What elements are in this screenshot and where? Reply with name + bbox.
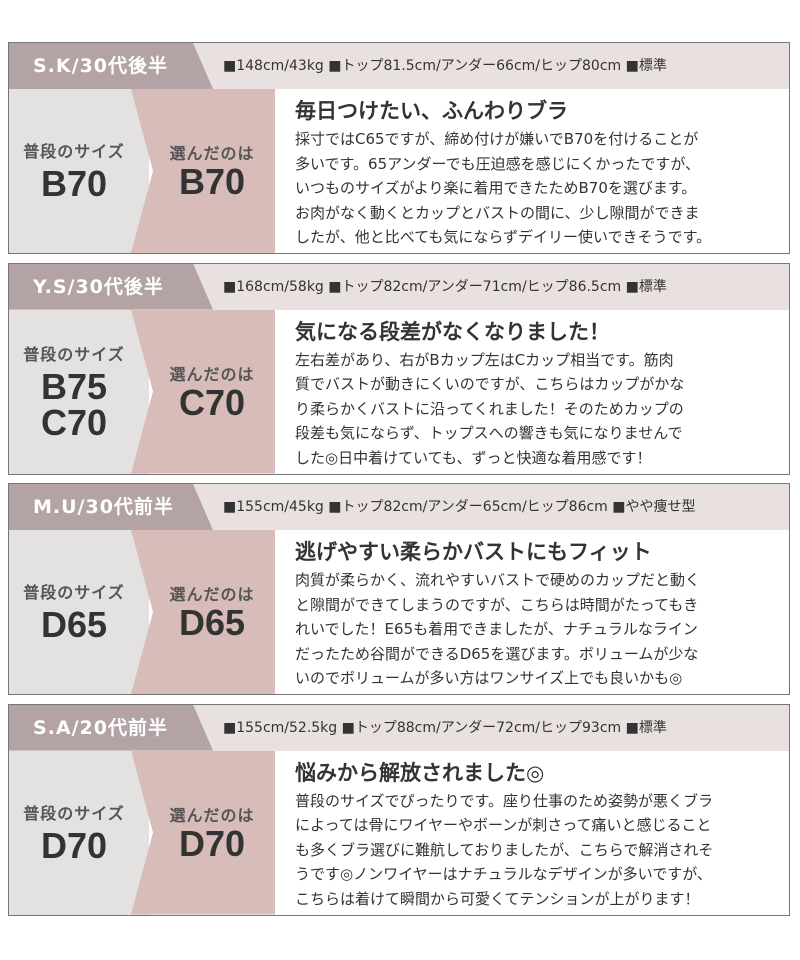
chosen-panel bbox=[131, 89, 275, 253]
review-text: うです◎ノンワイヤーはナチュラルなデザインが多いですが、 bbox=[295, 865, 712, 883]
review-text: したが、他と比べても気にならずデイリー使いできそうです。 bbox=[295, 228, 712, 246]
usual-size: D70 bbox=[40, 824, 108, 866]
review-card: S.K/30代後半 ■148cm/43kg ■トップ81.5cm/アンダー66cm… bbox=[8, 42, 790, 254]
usual-panel bbox=[9, 89, 149, 253]
usual-size: D65 bbox=[40, 604, 108, 645]
usual-size: B70 bbox=[40, 163, 108, 204]
usual-label: 普段のサイズ bbox=[23, 583, 125, 602]
reviewer-specs: ■168cm/58kg ■トップ82cm/アンダー71cm/ヒップ86.5cm … bbox=[223, 278, 667, 295]
review-text: り柔らかくバストに沿ってくれました！そのためカップの bbox=[295, 399, 684, 418]
chosen-label: 選んだのは bbox=[169, 805, 255, 825]
usual-panel bbox=[9, 750, 149, 915]
review-heading: 気になる段差がなくなりました！ bbox=[295, 319, 610, 344]
reviewer-name: S.K/30代後半 bbox=[9, 43, 213, 89]
review-text: 採寸ではC65ですが、締め付けが嫌いでB70を付けることが bbox=[295, 130, 699, 148]
card-header: M.U/30代前半 ■155cm/45kg ■トップ82cm/アンダー65cm/ヒ… bbox=[9, 484, 789, 530]
reviewer-specs: ■155cm/45kg ■トップ82cm/アンダー65cm/ヒップ86cm ■や… bbox=[223, 499, 696, 515]
usual-size: C70 bbox=[40, 401, 108, 443]
review-text: した◎日中着けていても、ずっと快適な着用感です！ bbox=[295, 448, 652, 467]
reviewer-specs: ■155cm/52.5kg ■トップ88cm/アンダー72cm/ヒップ93cm … bbox=[223, 719, 667, 736]
review-text: お肉がなく動くとカップとバストの間に、少し隙間ができま bbox=[295, 203, 700, 222]
review-heading: 悩みから解放されました◎ bbox=[295, 760, 545, 785]
card-header: Y.S/30代後半 ■168cm/58kg ■トップ82cm/アンダー71cm/ヒ… bbox=[9, 263, 789, 310]
review-text: 左右差があり、右がBカップ左はCカップ相当です。筋肉 bbox=[295, 350, 674, 369]
review-text: だったため谷間ができるD65を選びます。ボリュームが少な bbox=[295, 644, 699, 663]
review-text: こちらは着けて瞬間から可愛くてテンションが上がります！ bbox=[295, 889, 700, 908]
review-text: も多くブラ選びに難航しておりましたが、こちらで解消されそ bbox=[295, 840, 714, 859]
usual-label: 普段のサイズ bbox=[23, 803, 125, 823]
review-text: 肉質が柔らかく、流れやすいバストで硬めのカップだと動く bbox=[295, 571, 701, 589]
chosen-panel bbox=[131, 309, 275, 474]
usual-panel bbox=[9, 309, 149, 474]
reviewer-name: M.U/30代前半 bbox=[9, 484, 213, 530]
review-card: Y.S/30代後半 ■168cm/58kg ■トップ82cm/アンダー71cm/ヒ… bbox=[8, 262, 790, 475]
chosen-label: 選んだのは bbox=[169, 585, 255, 604]
review-text: れいでした！E65も着用できましたが、ナチュラルなライン bbox=[295, 620, 698, 638]
usual-size: B75 bbox=[40, 365, 108, 407]
review-text: 多いです。65アンダーでも圧迫感を感じにくかったですが、 bbox=[295, 154, 701, 173]
card-header: S.A/20代前半 ■155cm/52.5kg ■トップ88cm/アンダー72cm… bbox=[9, 704, 789, 751]
chosen-panel bbox=[131, 530, 275, 694]
review-text: いのでボリュームが多い方はワンサイズ上でも良いかも◎ bbox=[295, 669, 683, 687]
chosen-label: 選んだのは bbox=[169, 144, 255, 163]
card-header: S.K/30代後半 ■148cm/43kg ■トップ81.5cm/アンダー66cm… bbox=[9, 43, 789, 89]
usual-panel bbox=[9, 530, 149, 694]
chosen-size: C70 bbox=[178, 381, 246, 423]
chosen-label: 選んだのは bbox=[169, 364, 255, 384]
reviewer-name: Y.S/30代後半 bbox=[9, 263, 213, 310]
review-text: によっては骨にワイヤーやボーンが刺さって痛いと感じること bbox=[295, 816, 712, 834]
chosen-panel bbox=[131, 750, 275, 915]
review-text: いつものサイズがより楽に着用できたためB70を選びます。 bbox=[295, 179, 697, 197]
reviewer-specs: ■148cm/43kg ■トップ81.5cm/アンダー66cm/ヒップ80cm … bbox=[223, 58, 667, 74]
review-text: と隙間ができてしまうのですが、こちらは時間がたってもき bbox=[295, 595, 699, 614]
reviewer-name: S.A/20代前半 bbox=[9, 704, 213, 751]
review-heading: 逃げやすい柔らかバストにもフィット bbox=[295, 540, 652, 564]
review-text: 普段のサイズでぴったりです。座り仕事のため姿勢が悪くブラ bbox=[295, 791, 714, 810]
usual-label: 普段のサイズ bbox=[23, 344, 125, 364]
review-text: 段差も気にならず、トップスへの響きも気になりませんで bbox=[295, 424, 683, 442]
chosen-size: D65 bbox=[178, 602, 246, 643]
review-heading: 毎日つけたい、ふんわりブラ bbox=[295, 99, 568, 123]
review-text: 質でバストが動きにくいのですが、こちらはカップがかな bbox=[295, 375, 685, 393]
usual-label: 普段のサイズ bbox=[23, 142, 125, 161]
review-card: S.A/20代前半 ■155cm/52.5kg ■トップ88cm/アンダー72cm… bbox=[8, 703, 790, 916]
chosen-size: D70 bbox=[178, 822, 246, 864]
review-card: M.U/30代前半 ■155cm/45kg ■トップ82cm/アンダー65cm/ヒ… bbox=[8, 483, 790, 695]
chosen-size: B70 bbox=[178, 161, 246, 202]
